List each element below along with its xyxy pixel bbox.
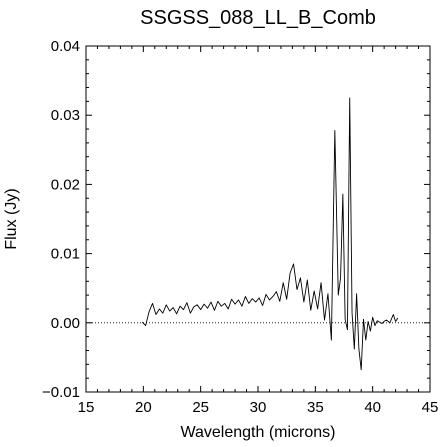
axis-tick-labels: 15 20 25 30 35 40 45 −0.01 0.00 0.01 0.02 0.03 0.04 xyxy=(42,38,438,416)
x-tick-label: 20 xyxy=(135,399,152,416)
y-tick-label: 0.00 xyxy=(51,315,80,332)
x-tick-label: 45 xyxy=(422,399,439,416)
chart-title: SSGSS_088_LL_B_Comb xyxy=(140,7,376,29)
y-tick-label: 0.02 xyxy=(51,176,80,193)
spectrum-line xyxy=(141,97,399,371)
x-tick-label: 35 xyxy=(307,399,324,416)
axis-ticks xyxy=(85,45,431,393)
y-tick-label: 0.01 xyxy=(51,246,80,263)
y-tick-label: −0.01 xyxy=(42,384,80,401)
y-tick-label: 0.03 xyxy=(51,107,80,124)
y-tick-label: 0.04 xyxy=(51,38,80,55)
x-tick-label: 30 xyxy=(250,399,267,416)
plot-frame xyxy=(85,45,431,393)
x-tick-label: 25 xyxy=(192,399,209,416)
data-marks xyxy=(86,97,430,371)
x-tick-label: 40 xyxy=(364,399,381,416)
x-tick-label: 15 xyxy=(78,399,95,416)
x-axis-label: Wavelength (microns) xyxy=(180,424,335,441)
y-axis-label: Flux (Jy) xyxy=(3,188,20,249)
